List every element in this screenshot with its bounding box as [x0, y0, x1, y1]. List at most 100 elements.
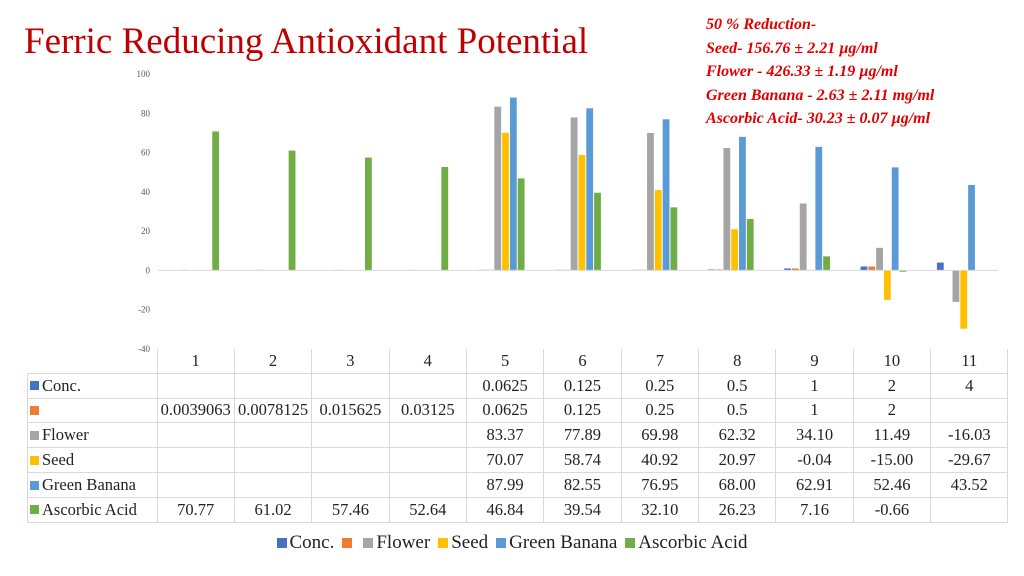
category-label: 4	[388, 349, 467, 374]
data-cell: 76.95	[620, 471, 700, 498]
data-cell: -15.00	[852, 447, 932, 473]
legend-swatch	[276, 537, 287, 548]
data-cell: 34.10	[775, 422, 854, 449]
category-label: 10	[852, 349, 932, 374]
data-cell	[930, 397, 1009, 424]
bar	[936, 262, 944, 271]
y-tick-label: 0	[146, 265, 151, 275]
y-tick-label: -20	[138, 305, 150, 315]
note-line: Green Banana - 2.63 ± 2.11 mg/ml	[706, 86, 935, 104]
series-name: Green Banana	[42, 474, 136, 494]
series-swatch	[30, 381, 39, 391]
bar	[586, 108, 594, 271]
data-cell	[388, 447, 467, 473]
reduction-note: 50 % Reduction- Seed- 156.76 ± 2.21 µg/m…	[706, 13, 934, 131]
category-label: 8	[698, 349, 777, 374]
data-cell	[233, 372, 313, 399]
legend-item	[342, 532, 355, 554]
data-cell	[156, 447, 235, 473]
bar	[860, 266, 868, 271]
data-cell: -0.04	[775, 447, 854, 473]
y-tick-label: -40	[138, 344, 150, 354]
data-cell: 11.49	[852, 422, 932, 449]
data-cell: -29.67	[930, 447, 1009, 473]
bar	[823, 256, 830, 271]
legend-swatch	[438, 537, 449, 548]
category-label: 11	[930, 349, 1009, 374]
series-row-header: Seed	[27, 447, 158, 473]
data-cell: 0.5	[698, 397, 777, 424]
data-cell	[311, 447, 390, 473]
bar	[654, 190, 662, 271]
data-cell: 1	[775, 372, 854, 399]
data-cell: 39.54	[543, 496, 622, 523]
data-cell	[233, 447, 313, 473]
data-cell: 87.99	[465, 471, 545, 498]
bar	[815, 146, 823, 271]
data-cell: 2	[852, 397, 932, 424]
series-row-header: Green Banana	[27, 471, 158, 498]
data-cell: 40.92	[620, 447, 700, 473]
data-cell: 7.16	[775, 496, 854, 523]
data-cell: -16.03	[930, 422, 1009, 449]
legend-label: Green Banana	[509, 532, 618, 553]
data-cell: 69.98	[620, 422, 700, 449]
bar	[868, 266, 876, 271]
chart-title: Ferric Reducing Antioxidant Potential	[24, 21, 589, 62]
bar	[288, 150, 296, 271]
data-cell	[311, 471, 390, 498]
data-cell	[233, 422, 313, 449]
data-cell	[388, 372, 467, 399]
note-line: 50 % Reduction-	[706, 16, 817, 33]
bar	[739, 136, 746, 271]
data-cell	[156, 422, 235, 449]
category-label: 1	[156, 349, 235, 374]
y-tick-label: 100	[137, 69, 151, 79]
y-tick-label: 40	[141, 187, 151, 197]
bar	[952, 270, 960, 302]
legend-item: Flower	[363, 532, 430, 554]
data-cell: 0.015625	[311, 397, 390, 424]
data-cell: 43.52	[930, 471, 1009, 498]
legend-swatch	[496, 537, 507, 548]
series-row-header	[27, 397, 158, 424]
bar	[746, 218, 754, 271]
data-cell: -0.66	[852, 496, 932, 523]
data-cell	[156, 372, 235, 399]
data-cell: 0.25	[620, 372, 700, 399]
series-swatch	[30, 505, 39, 515]
bar	[883, 270, 891, 300]
table-header-row: 1 2 3 4 5 6 7 8 9 10 11	[28, 349, 1009, 374]
data-cell	[930, 496, 1009, 523]
bar	[891, 167, 899, 271]
series-swatch	[30, 480, 39, 490]
legend-swatch	[625, 537, 636, 548]
note-line: Ascorbic Acid- 30.23 ± 0.07 µg/ml	[706, 110, 931, 127]
category-label: 6	[543, 349, 622, 374]
series-swatch	[30, 406, 39, 416]
data-cell: 0.0625	[465, 372, 545, 399]
table-row: Conc. 0.0625 0.125 0.25 0.5 1 2 4	[27, 372, 1009, 399]
note-line: Seed- 156.76 ± 2.21 µg/ml	[706, 39, 878, 57]
data-cell: 68.00	[698, 471, 777, 498]
data-cell: 4	[930, 372, 1009, 399]
bar	[799, 203, 807, 271]
data-cell: 0.0039063	[156, 397, 235, 424]
data-cell: 70.07	[465, 447, 545, 473]
bar-group	[181, 97, 975, 329]
y-axis: 100 80 60 40 20 0 -20 -40	[137, 69, 151, 354]
data-cell	[388, 471, 467, 498]
data-cell: 82.55	[543, 471, 622, 498]
bar	[578, 155, 586, 271]
series-name: Conc.	[42, 375, 81, 395]
bar-chart-plot: 100 80 60 40 20 0 -20 -40	[137, 69, 998, 354]
legend-label: Flower	[376, 532, 431, 553]
data-cell	[311, 422, 390, 449]
bar	[791, 268, 799, 271]
bar	[570, 117, 578, 271]
bar	[662, 119, 670, 271]
table-row: Green Banana 87.99 82.55 76.95 68.00 62.91 52.…	[27, 471, 1009, 498]
series-name: Seed	[42, 450, 75, 470]
bar	[494, 106, 502, 271]
legend-swatch	[363, 537, 374, 548]
